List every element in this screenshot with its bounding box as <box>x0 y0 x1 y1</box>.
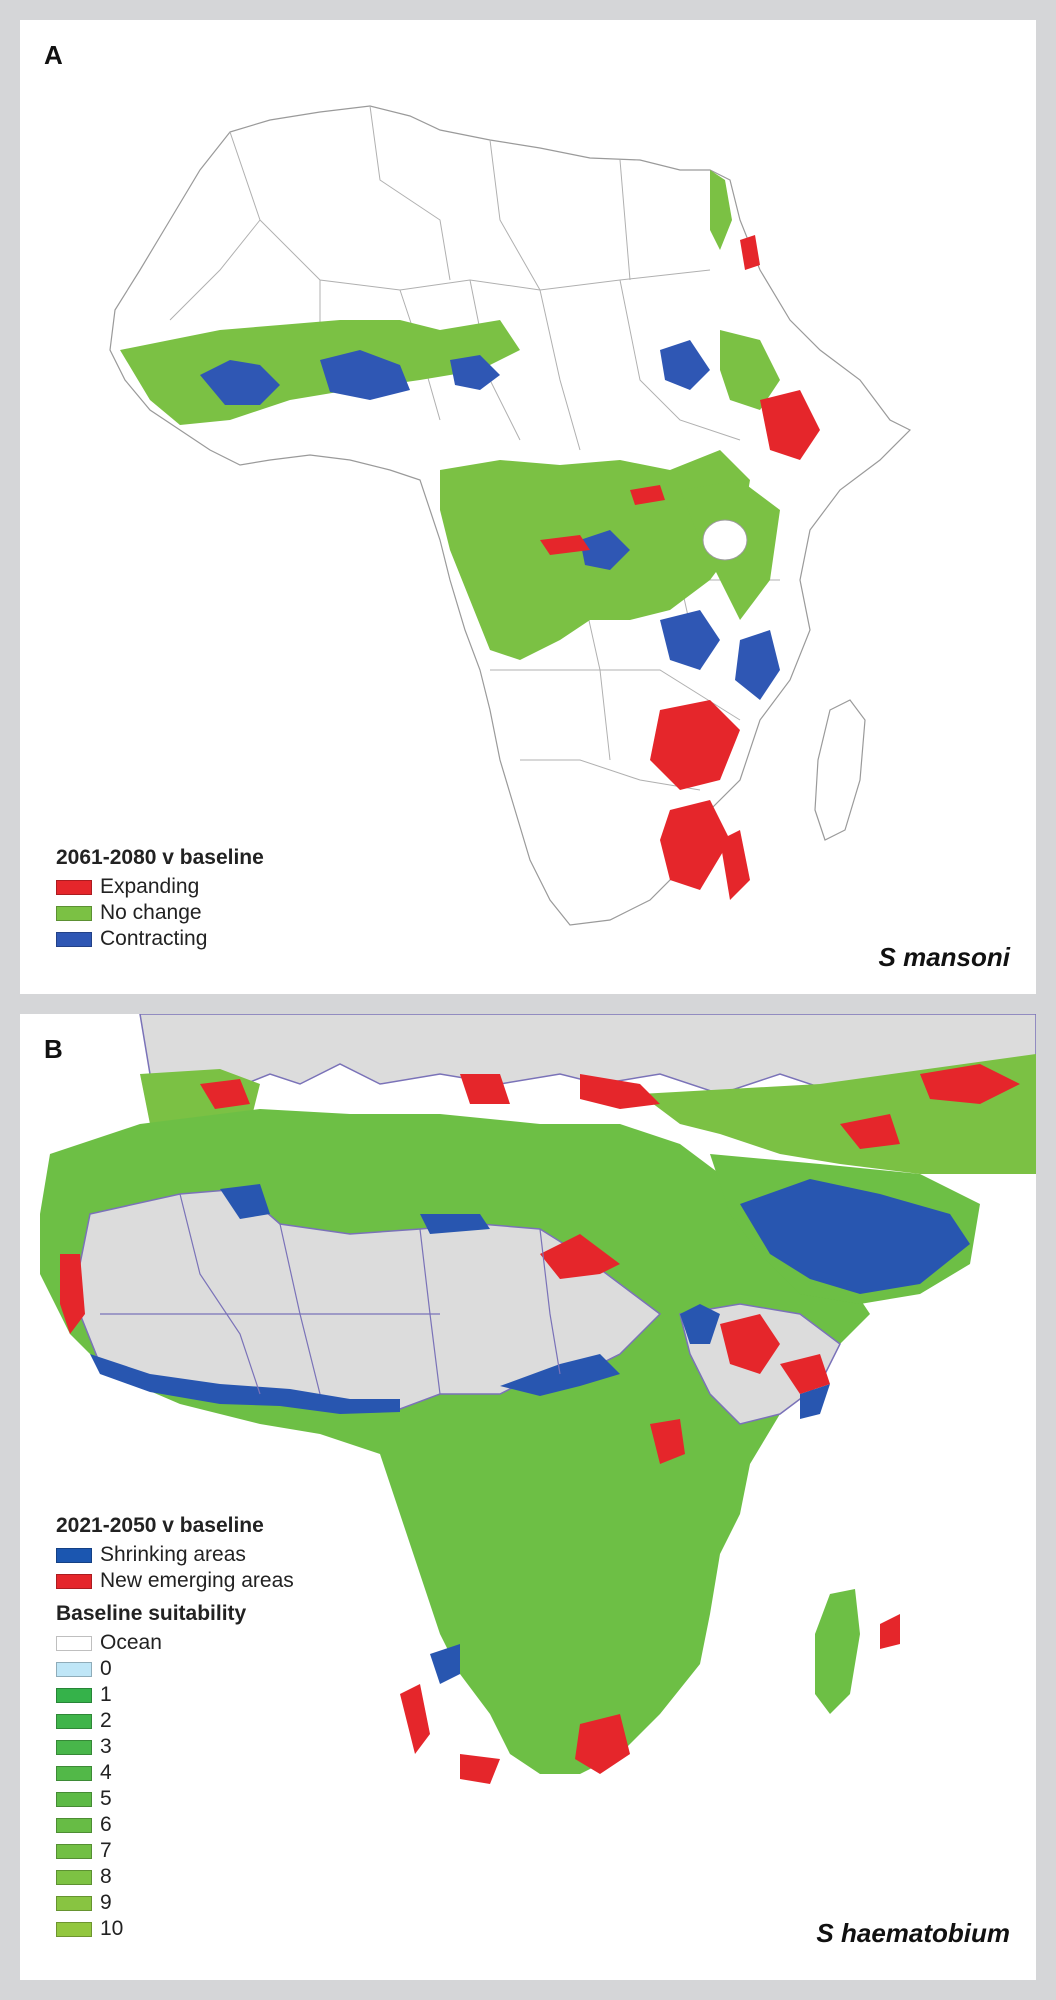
expanding-areas <box>540 235 820 900</box>
madagascar-green <box>815 1589 860 1714</box>
swatch-contracting <box>56 931 92 947</box>
suitability-item: 8 <box>56 1864 294 1890</box>
suitability-swatch <box>56 1817 92 1833</box>
legend-label-contracting: Contracting <box>100 927 208 950</box>
panel-a-legend: 2061-2080 v baseline Expanding No change… <box>56 846 264 952</box>
legend-item-contracting: Contracting <box>56 926 264 952</box>
africa-map-s-haematobium <box>40 1014 1036 1784</box>
suitability-label: 4 <box>100 1761 112 1784</box>
suitability-item: 2 <box>56 1708 294 1734</box>
suitability-item: 6 <box>56 1812 294 1838</box>
swatch-no-change <box>56 905 92 921</box>
suitability-item: 10 <box>56 1916 294 1942</box>
suitability-title: Baseline suitability <box>56 1602 247 1625</box>
suitability-item: 7 <box>56 1838 294 1864</box>
suitability-label: 9 <box>100 1891 112 1914</box>
legend-item-no-change: No change <box>56 900 264 926</box>
legend-item-emerging: New emerging areas <box>56 1568 294 1594</box>
swatch-emerging <box>56 1573 92 1589</box>
suitability-item: 1 <box>56 1682 294 1708</box>
shrinking-areas <box>90 1184 830 1684</box>
suitability-label: 7 <box>100 1839 112 1862</box>
legend-label-emerging: New emerging areas <box>100 1569 294 1592</box>
suitability-item: Ocean <box>56 1630 294 1656</box>
panel-b-legend: 2021-2050 v baseline Shrinking areas New… <box>56 1514 294 1942</box>
suitability-item: 0 <box>56 1656 294 1682</box>
suitability-swatch <box>56 1895 92 1911</box>
suitability-swatch <box>56 1869 92 1885</box>
africa-map-s-mansoni <box>109 105 912 926</box>
swatch-shrinking <box>56 1547 92 1563</box>
swatch-expanding <box>56 879 92 895</box>
legend-item-expanding: Expanding <box>56 874 264 900</box>
legend-item-shrinking: Shrinking areas <box>56 1542 294 1568</box>
suitability-item: 4 <box>56 1760 294 1786</box>
suitability-swatch <box>56 1921 92 1937</box>
arabia-shrinking <box>740 1179 970 1294</box>
suitability-swatch <box>56 1791 92 1807</box>
suitability-swatch <box>56 1635 92 1651</box>
contracting-areas <box>200 340 780 700</box>
suitability-label: 5 <box>100 1787 112 1810</box>
legend-label-expanding: Expanding <box>100 875 200 898</box>
suitability-swatch <box>56 1687 92 1703</box>
suitability-label: 2 <box>100 1709 112 1732</box>
panel-a-legend-title: 2061-2080 v baseline <box>56 846 264 869</box>
suitability-label: Ocean <box>100 1631 162 1654</box>
suitability-swatch <box>56 1661 92 1677</box>
panel-b-map: B 2021-2050 v baseline Shrinking areas N… <box>20 1014 1036 1980</box>
suitability-label: 10 <box>100 1917 124 1940</box>
panel-a-map: A <box>20 20 1036 994</box>
suitability-item: 5 <box>56 1786 294 1812</box>
suitability-swatch <box>56 1713 92 1729</box>
suitability-label: 3 <box>100 1735 112 1758</box>
suitability-label: 1 <box>100 1683 112 1706</box>
suitability-item: 9 <box>56 1890 294 1916</box>
madagascar-outline <box>814 699 866 841</box>
panel-a-species: S mansoni <box>878 942 1010 972</box>
suitability-label: 8 <box>100 1865 112 1888</box>
panel-b-letter: B <box>44 1034 63 1064</box>
suitability-swatch <box>56 1739 92 1755</box>
suitability-label: 0 <box>100 1657 112 1680</box>
suitability-item: 3 <box>56 1734 294 1760</box>
panel-a-letter: A <box>44 40 63 70</box>
sahara-borders <box>100 1193 561 1395</box>
suitability-label: 6 <box>100 1813 112 1836</box>
panel-b-species: S haematobium <box>816 1918 1010 1948</box>
lake-victoria <box>702 519 748 561</box>
suitability-swatch <box>56 1765 92 1781</box>
panel-b-legend-title: 2021-2050 v baseline <box>56 1514 264 1537</box>
legend-label-no-change: No change <box>100 901 202 924</box>
new-emerging-areas <box>60 1064 1020 1784</box>
legend-label-shrinking: Shrinking areas <box>100 1543 246 1566</box>
suitability-legend: Ocean 0 1 2 3 4 5 6 7 8 9 10 <box>56 1630 294 1942</box>
suitability-swatch <box>56 1843 92 1859</box>
